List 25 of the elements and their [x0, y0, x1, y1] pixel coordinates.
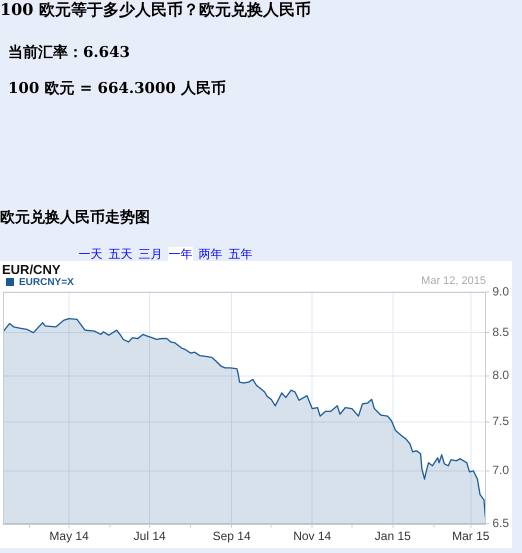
y-tick-label: 9.0 — [492, 284, 510, 298]
y-tick-label: 6.5 — [492, 516, 510, 530]
text: 当前汇率：6.643 — [8, 43, 130, 61]
y-tick-label: 7.0 — [492, 463, 510, 478]
chart-title: EUR/CNY — [2, 262, 61, 277]
x-tick-label: May 14 — [49, 529, 90, 544]
legend-label: EURCNY=X — [19, 276, 74, 288]
y-tick-label: 8.0 — [492, 368, 510, 382]
text: 五天 — [108, 247, 133, 261]
x-tick-label: Jan 15 — [374, 529, 412, 544]
y-tick-label: 7.5 — [492, 414, 510, 428]
text: 三月 — [138, 247, 163, 261]
text: 五年 — [228, 247, 253, 261]
text: 100 欧元等于多少人民币？欧元兑换人民币 — [0, 0, 311, 19]
text: 欧元兑换人民币走势图 — [0, 208, 150, 226]
y-tick-label: 8.5 — [492, 324, 510, 339]
text: 一年 — [168, 247, 193, 261]
x-tick-label: Jul 14 — [134, 529, 166, 544]
text: 两年 — [198, 247, 223, 261]
x-tick-label: Sep 14 — [212, 529, 251, 544]
text: 100 欧元 = 664.3000 人民币 — [8, 79, 226, 97]
x-tick-label: Mar 15 — [452, 529, 490, 544]
chart-subtitle: Mar 12, 2015 — [421, 275, 486, 287]
text: 一天 — [78, 247, 103, 261]
x-tick-label: Nov 14 — [293, 529, 332, 544]
